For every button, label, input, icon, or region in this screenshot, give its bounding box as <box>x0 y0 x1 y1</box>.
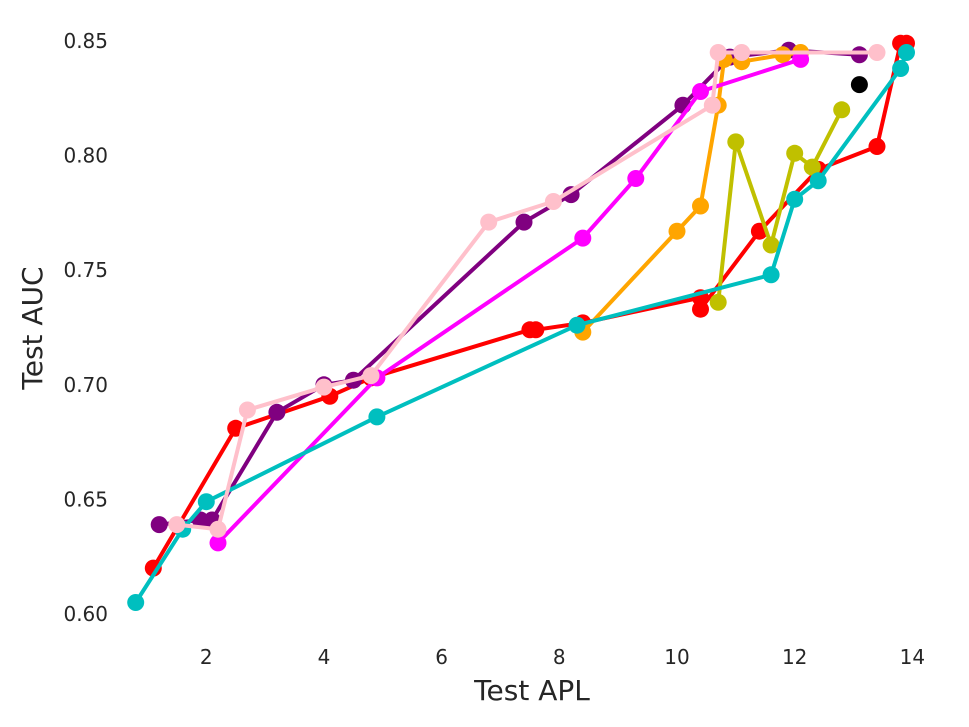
data-point <box>803 158 821 176</box>
data-point <box>868 138 886 155</box>
data-point <box>868 44 886 61</box>
x-tick-label: 4 <box>318 645 331 669</box>
data-point <box>709 293 727 311</box>
y-tick-label: 0.85 <box>63 29 108 53</box>
y-tick-label: 0.65 <box>63 487 108 511</box>
y-tick-label: 0.75 <box>63 258 108 282</box>
x-tick-label: 10 <box>664 645 689 669</box>
data-point <box>574 229 592 247</box>
series-5 <box>127 44 915 611</box>
y-tick-label: 0.70 <box>63 373 108 397</box>
data-point <box>786 190 804 208</box>
x-tick-label: 12 <box>782 645 807 669</box>
data-point <box>668 222 686 240</box>
data-point <box>692 83 709 100</box>
series-1 <box>150 41 868 534</box>
data-point <box>209 534 227 552</box>
data-point <box>762 236 780 254</box>
series-7 <box>850 76 868 94</box>
data-point <box>144 559 162 577</box>
data-point <box>527 321 545 339</box>
series-line <box>174 50 879 532</box>
data-point <box>368 408 386 426</box>
data-point <box>850 76 868 94</box>
data-point <box>774 46 792 64</box>
data-point <box>168 516 186 534</box>
data-point <box>733 44 751 61</box>
data-point <box>892 60 910 77</box>
data-point <box>898 44 915 61</box>
data-point <box>197 493 215 511</box>
data-point <box>833 101 851 119</box>
data-point <box>703 96 721 114</box>
series-line <box>151 41 909 571</box>
y-axis-ticks: 0.60 0.65 0.70 0.75 0.80 0.85 <box>63 29 108 626</box>
y-axis-label: Test AUC <box>16 266 49 390</box>
data-point <box>515 213 533 231</box>
series-line <box>133 50 909 605</box>
data-point <box>627 170 645 187</box>
data-point <box>362 367 380 385</box>
x-tick-label: 2 <box>200 645 213 669</box>
data-point <box>692 197 709 215</box>
data-point <box>480 213 498 231</box>
data-point <box>792 50 810 68</box>
plot-area <box>127 34 915 611</box>
data-point <box>692 300 709 318</box>
data-point <box>568 316 586 334</box>
data-point <box>268 403 286 421</box>
series-line <box>716 107 844 305</box>
x-tick-label: 14 <box>900 645 925 669</box>
data-point <box>150 516 168 534</box>
data-point <box>762 266 780 284</box>
series-0 <box>144 34 915 577</box>
series-6 <box>168 44 886 538</box>
series-line <box>216 57 803 545</box>
y-tick-label: 0.80 <box>63 144 108 168</box>
data-point <box>727 133 745 151</box>
data-point <box>544 193 562 210</box>
data-point <box>209 520 227 538</box>
x-axis-label: Test APL <box>473 674 590 707</box>
x-tick-label: 8 <box>553 645 566 669</box>
data-point <box>850 46 868 64</box>
y-tick-label: 0.60 <box>63 602 108 626</box>
data-point <box>809 172 827 190</box>
data-point <box>238 401 256 419</box>
x-axis-ticks: 2 4 6 8 10 12 14 <box>200 645 925 669</box>
series-3 <box>709 101 851 311</box>
x-tick-label: 6 <box>435 645 448 669</box>
data-point <box>315 378 333 396</box>
data-point <box>127 594 145 611</box>
data-point <box>709 44 727 61</box>
data-point <box>786 144 804 162</box>
